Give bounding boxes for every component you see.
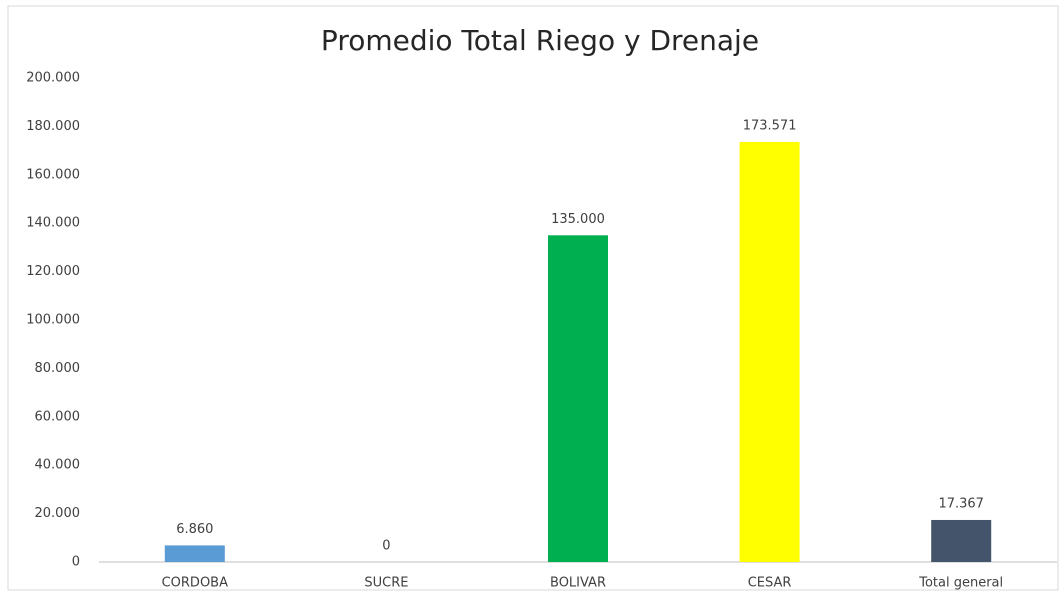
y-tick-label: 80.000	[35, 361, 81, 376]
y-tick-label: 160.000	[26, 167, 80, 182]
value-label: 0	[382, 539, 390, 554]
bar	[164, 545, 225, 562]
y-tick-label: 180.000	[26, 119, 80, 134]
bar	[548, 235, 608, 563]
value-label: 6.860	[176, 522, 213, 537]
y-tick-label: 200.000	[26, 71, 80, 86]
y-tick-label: 60.000	[35, 409, 81, 424]
bar	[739, 141, 800, 562]
x-tick-label: CORDOBA	[162, 576, 229, 591]
chart-border	[7, 5, 1059, 591]
y-tick-label: 0	[72, 555, 80, 570]
x-tick-label: BOLIVAR	[550, 576, 606, 591]
value-label: 135.000	[551, 212, 605, 227]
y-tick-label: 40.000	[35, 458, 81, 473]
chart-title: Promedio Total Riego y Drenaje	[321, 24, 759, 57]
value-label: 173.571	[743, 118, 797, 133]
y-tick-label: 120.000	[26, 264, 80, 279]
y-tick-label: 20.000	[35, 506, 81, 521]
bar	[931, 519, 992, 562]
x-tick-label: CESAR	[748, 576, 792, 591]
value-label: 17.367	[938, 496, 984, 511]
x-tick-label: SUCRE	[364, 576, 408, 591]
x-tick-label: Total general	[918, 576, 1003, 591]
y-tick-label: 100.000	[26, 313, 80, 328]
y-tick-label: 140.000	[26, 216, 80, 231]
